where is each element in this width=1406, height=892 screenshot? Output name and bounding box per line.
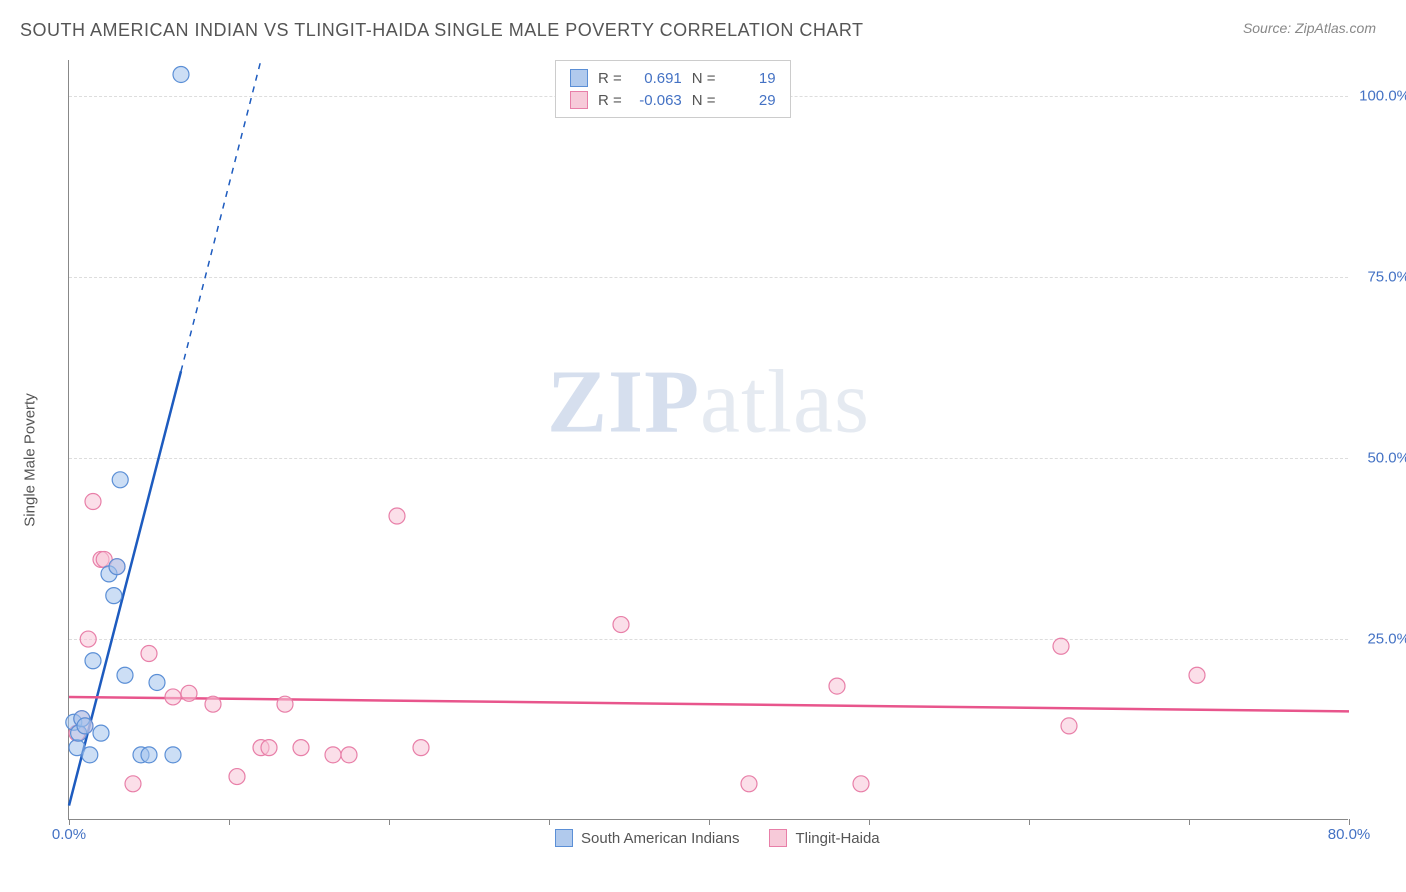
x-tick-label: 80.0% — [1328, 826, 1371, 843]
x-tick-label: 0.0% — [52, 826, 86, 843]
swatch-icon-blue — [570, 69, 588, 87]
plot-svg — [69, 60, 1348, 819]
legend-item-series1: South American Indians — [555, 829, 739, 847]
y-tick-label: 50.0% — [1367, 450, 1406, 467]
swatch-icon-pink — [769, 829, 787, 847]
stats-row-series2: R = -0.063 N = 29 — [570, 89, 776, 111]
y-tick-label: 25.0% — [1367, 631, 1406, 648]
legend-item-series2: Tlingit-Haida — [769, 829, 879, 847]
chart-container: Single Male Poverty ZIPatlas R = 0.691 N… — [50, 60, 1370, 860]
bottom-legend: South American Indians Tlingit-Haida — [555, 829, 880, 847]
swatch-icon-blue — [555, 829, 573, 847]
source-attribution: Source: ZipAtlas.com — [1243, 20, 1376, 36]
y-tick-label: 75.0% — [1367, 269, 1406, 286]
stats-legend-box: R = 0.691 N = 19 R = -0.063 N = 29 — [555, 60, 791, 118]
plot-area: ZIPatlas R = 0.691 N = 19 R = -0.063 N =… — [68, 60, 1348, 820]
y-tick-label: 100.0% — [1359, 88, 1406, 105]
y-axis-label: Single Male Poverty — [22, 393, 39, 526]
swatch-icon-pink — [570, 91, 588, 109]
stats-row-series1: R = 0.691 N = 19 — [570, 67, 776, 89]
chart-title: SOUTH AMERICAN INDIAN VS TLINGIT-HAIDA S… — [20, 20, 864, 41]
